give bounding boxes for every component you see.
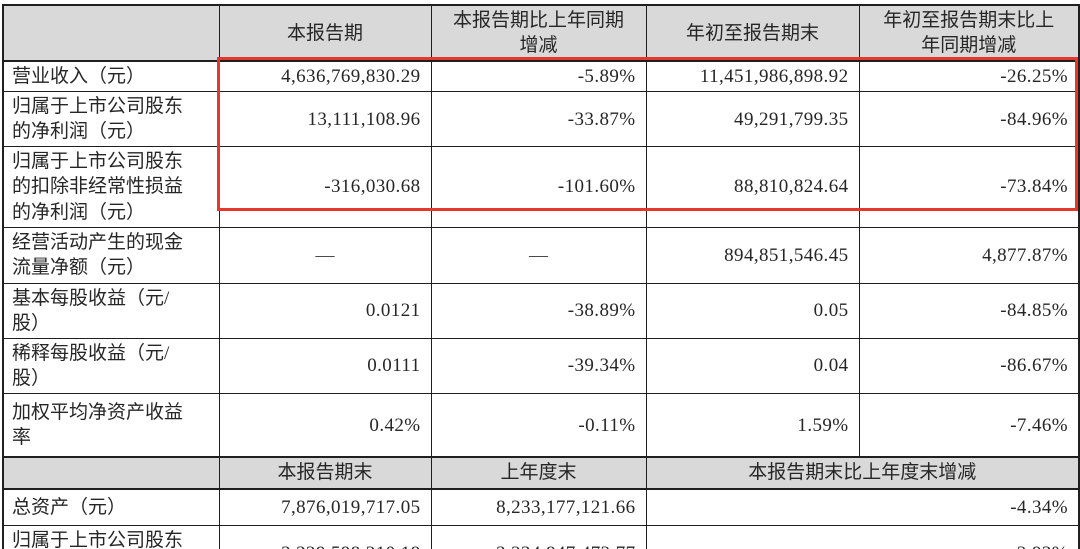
cell-value: -38.89% bbox=[430, 282, 647, 339]
table-row-basic-eps: 基本每股收益（元/ 股） 0.0121 -38.89% 0.05 -84.85% bbox=[2, 282, 1080, 339]
row-label: 基本每股收益（元/ 股） bbox=[2, 282, 220, 339]
cell-value: 0.0111 bbox=[218, 337, 432, 394]
cell-value: -84.96% bbox=[858, 91, 1080, 148]
cell-value: 3,329,598,210.18 bbox=[218, 525, 432, 549]
cell-value: -39.34% bbox=[430, 337, 647, 394]
col-header-end-of-prior-year: 上年度末 bbox=[430, 456, 647, 490]
table-row-operating-cash-flow: 经营活动产生的现金 流量净额（元） — — 894,851,546.45 4,8… bbox=[2, 226, 1080, 284]
table-row-net-profit: 归属于上市公司股东 的净利润（元） 13,111,108.96 -33.87% … bbox=[2, 91, 1080, 148]
col-header-ytd-yoy-change: 年初至报告期末比上 年同期增减 bbox=[858, 4, 1080, 63]
cell-value: -86.67% bbox=[858, 337, 1080, 394]
cell-value-empty: — bbox=[430, 226, 647, 284]
cell-value: 8,233,177,121.66 bbox=[430, 488, 647, 527]
cell-value: 0.42% bbox=[218, 392, 432, 458]
table-row-equity-attributable: 归属于上市公司股东 的所有者权益（元） 3,329,598,210.18 3,2… bbox=[2, 525, 1080, 549]
cell-value: 2.93% bbox=[645, 525, 1080, 549]
cell-value: 3,234,847,472.77 bbox=[430, 525, 647, 549]
cell-value: 49,291,799.35 bbox=[645, 91, 860, 148]
row-label: 归属于上市公司股东 的所有者权益（元） bbox=[2, 525, 220, 549]
cell-value: -0.11% bbox=[430, 392, 647, 458]
cell-value: 0.04 bbox=[645, 337, 860, 394]
cell-value: 0.05 bbox=[645, 282, 860, 339]
cell-value: -7.46% bbox=[858, 392, 1080, 458]
col-header-end-of-period: 本报告期末 bbox=[218, 456, 432, 490]
cell-value: 4,877.87% bbox=[858, 226, 1080, 284]
cell-value: 4,636,769,830.29 bbox=[218, 60, 432, 93]
col-header-yoy-change: 本报告期比上年同期 增减 bbox=[430, 4, 647, 63]
cell-value: 88,810,824.64 bbox=[645, 146, 860, 228]
table-row-weighted-avg-roe: 加权平均净资产收益 率 0.42% -0.11% 1.59% -7.46% bbox=[2, 392, 1080, 458]
cell-value: -316,030.68 bbox=[218, 146, 432, 228]
col-header-ytd: 年初至报告期末 bbox=[645, 4, 860, 63]
cell-value: -84.85% bbox=[858, 282, 1080, 339]
row-label: 加权平均净资产收益 率 bbox=[2, 392, 220, 458]
row-label: 稀释每股收益（元/ 股） bbox=[2, 337, 220, 394]
table-row-total-assets: 总资产（元） 7,876,019,717.05 8,233,177,121.66… bbox=[2, 488, 1080, 527]
row-label: 归属于上市公司股东 的净利润（元） bbox=[2, 91, 220, 148]
cell-value: -26.25% bbox=[858, 60, 1080, 93]
cell-value: -73.84% bbox=[858, 146, 1080, 228]
col-header-current-period: 本报告期 bbox=[218, 4, 432, 63]
financial-summary-table: 本报告期 本报告期比上年同期 增减 年初至报告期末 年初至报告期末比上 年同期增… bbox=[2, 4, 1080, 549]
row-label: 营业收入（元） bbox=[2, 60, 220, 93]
cell-value: 13,111,108.96 bbox=[218, 91, 432, 148]
section1-header-row: 本报告期 本报告期比上年同期 增减 年初至报告期末 年初至报告期末比上 年同期增… bbox=[2, 4, 1080, 63]
table-row-revenue: 营业收入（元） 4,636,769,830.29 -5.89% 11,451,9… bbox=[2, 60, 1080, 93]
cell-value: -4.34% bbox=[645, 488, 1080, 527]
section2-header-row: 本报告期末 上年度末 本报告期末比上年度末增减 bbox=[2, 456, 1080, 490]
cell-value: 11,451,986,898.92 bbox=[645, 60, 860, 93]
cell-value-empty: — bbox=[218, 226, 432, 284]
row-label: 归属于上市公司股东 的扣除非经常性损益 的净利润（元） bbox=[2, 146, 220, 228]
cell-value: 894,851,546.45 bbox=[645, 226, 860, 284]
cell-value: -33.87% bbox=[430, 91, 647, 148]
cell-value: 7,876,019,717.05 bbox=[218, 488, 432, 527]
cell-value: -101.60% bbox=[430, 146, 647, 228]
col-header-change-vs-prior-year-end: 本报告期末比上年度末增减 bbox=[645, 456, 1080, 490]
corner-cell bbox=[2, 456, 220, 490]
cell-value: -5.89% bbox=[430, 60, 647, 93]
cell-value: 1.59% bbox=[645, 392, 860, 458]
cell-value: 0.0121 bbox=[218, 282, 432, 339]
row-label: 经营活动产生的现金 流量净额（元） bbox=[2, 226, 220, 284]
table-row-diluted-eps: 稀释每股收益（元/ 股） 0.0111 -39.34% 0.04 -86.67% bbox=[2, 337, 1080, 394]
corner-cell bbox=[2, 4, 220, 63]
table-row-net-profit-excl-nonrecurring: 归属于上市公司股东 的扣除非经常性损益 的净利润（元） -316,030.68 … bbox=[2, 146, 1080, 228]
row-label: 总资产（元） bbox=[2, 488, 220, 527]
